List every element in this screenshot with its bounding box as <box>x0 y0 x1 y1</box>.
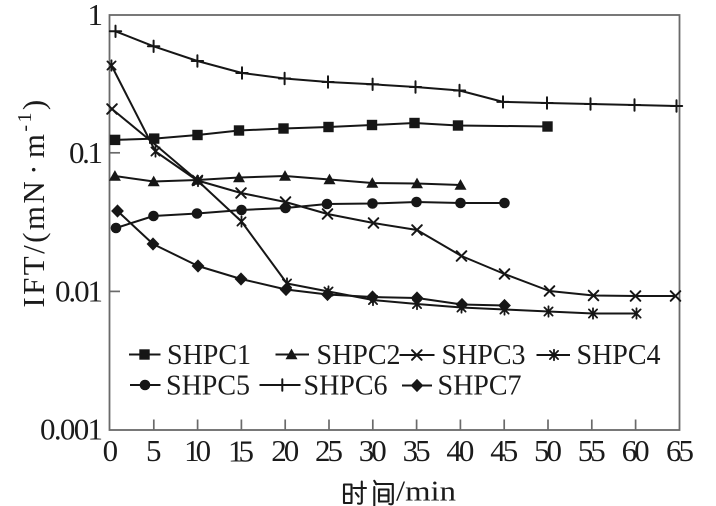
svg-text:SHPC5: SHPC5 <box>166 371 250 402</box>
svg-text:0.1: 0.1 <box>69 135 103 170</box>
svg-text:25: 25 <box>315 433 343 468</box>
svg-text:SHPC4: SHPC4 <box>577 340 661 371</box>
svg-text:SHPC7: SHPC7 <box>438 371 522 402</box>
svg-text:0.01: 0.01 <box>55 274 103 309</box>
svg-text:15: 15 <box>228 434 254 469</box>
svg-text:45: 45 <box>490 433 518 468</box>
svg-text:35: 35 <box>403 433 431 468</box>
svg-text:65: 65 <box>666 433 694 468</box>
svg-text:IFT/(mN·m-1): IFT/(mN·m-1) <box>14 97 51 307</box>
svg-text:SHPC6: SHPC6 <box>304 371 388 402</box>
svg-text:SHPC2: SHPC2 <box>317 340 401 371</box>
svg-text:SHPC3: SHPC3 <box>442 340 526 371</box>
svg-text:60: 60 <box>622 433 650 468</box>
svg-text:30: 30 <box>359 433 387 468</box>
svg-text:1: 1 <box>88 0 104 32</box>
svg-text:50: 50 <box>534 433 562 468</box>
svg-text:5: 5 <box>146 433 162 468</box>
svg-text:40: 40 <box>446 433 474 468</box>
svg-text:SHPC1: SHPC1 <box>167 340 251 371</box>
svg-text:0: 0 <box>103 433 119 468</box>
svg-text:55: 55 <box>578 433 606 468</box>
svg-text:0.001: 0.001 <box>40 411 103 446</box>
svg-text:10: 10 <box>184 433 211 468</box>
svg-text:/min: /min <box>396 476 457 506</box>
svg-text:20: 20 <box>271 433 299 468</box>
